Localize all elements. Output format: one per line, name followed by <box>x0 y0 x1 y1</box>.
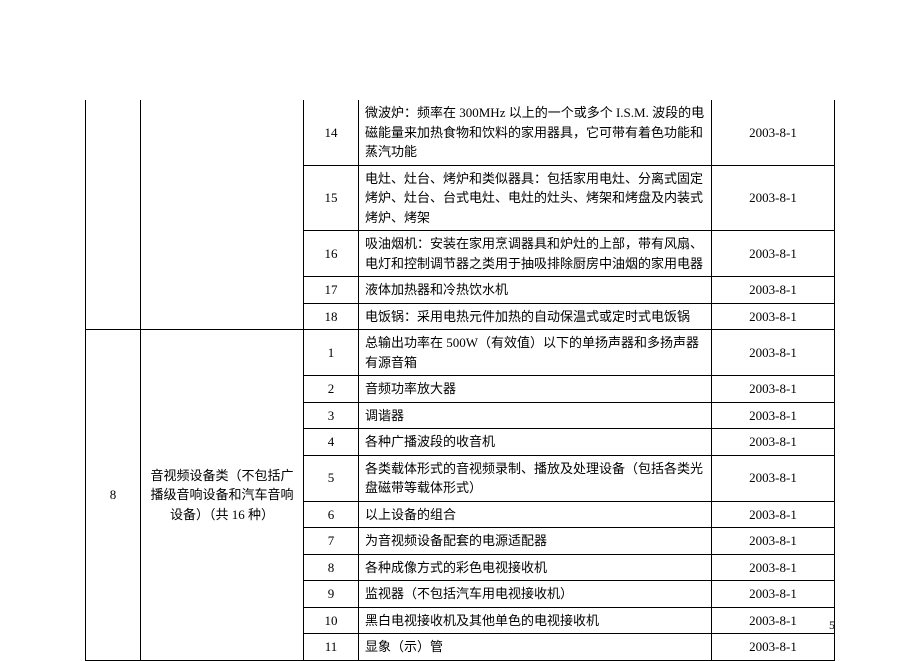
item-desc: 总输出功率在 500W（有效值）以下的单扬声器和多扬声器有源音箱 <box>359 330 712 376</box>
category-index-cell: 8 <box>86 330 141 661</box>
category-name-cell: 音视频设备类（不包括广播级音响设备和汽车音响设备）（共 16 种） <box>141 330 304 661</box>
item-date: 2003-8-1 <box>712 501 835 528</box>
item-desc: 电灶、灶台、烤炉和类似器具：包括家用电灶、分离式固定烤炉、灶台、台式电灶、电灶的… <box>359 165 712 231</box>
item-date: 2003-8-1 <box>712 303 835 330</box>
item-date: 2003-8-1 <box>712 100 835 165</box>
item-index: 18 <box>304 303 359 330</box>
page: 14 微波炉：频率在 300MHz 以上的一个或多个 I.S.M. 波段的电磁能… <box>0 0 920 651</box>
item-desc: 监视器（不包括汽车用电视接收机） <box>359 581 712 608</box>
item-index: 7 <box>304 528 359 555</box>
item-index: 3 <box>304 402 359 429</box>
item-desc: 调谐器 <box>359 402 712 429</box>
item-index: 14 <box>304 100 359 165</box>
item-index: 5 <box>304 455 359 501</box>
item-desc: 以上设备的组合 <box>359 501 712 528</box>
item-index: 17 <box>304 277 359 304</box>
item-index: 2 <box>304 376 359 403</box>
item-index: 11 <box>304 634 359 661</box>
item-date: 2003-8-1 <box>712 165 835 231</box>
page-number: 5 <box>829 618 835 633</box>
item-desc: 为音视频设备配套的电源适配器 <box>359 528 712 555</box>
item-index: 10 <box>304 607 359 634</box>
item-desc: 吸油烟机：安装在家用烹调器具和炉灶的上部，带有风扇、电灯和控制调节器之类用于抽吸… <box>359 231 712 277</box>
item-desc: 黑白电视接收机及其他单色的电视接收机 <box>359 607 712 634</box>
item-index: 6 <box>304 501 359 528</box>
item-index: 8 <box>304 554 359 581</box>
item-desc: 电饭锅：采用电热元件加热的自动保温式或定时式电饭锅 <box>359 303 712 330</box>
table-row: 8 音视频设备类（不包括广播级音响设备和汽车音响设备）（共 16 种） 1 总输… <box>86 330 835 376</box>
item-index: 15 <box>304 165 359 231</box>
item-index: 9 <box>304 581 359 608</box>
item-date: 2003-8-1 <box>712 429 835 456</box>
item-desc: 各种成像方式的彩色电视接收机 <box>359 554 712 581</box>
item-date: 2003-8-1 <box>712 231 835 277</box>
item-date: 2003-8-1 <box>712 554 835 581</box>
item-desc: 显象（示）管 <box>359 634 712 661</box>
item-desc: 各类载体形式的音视频录制、播放及处理设备（包括各类光盘磁带等载体形式） <box>359 455 712 501</box>
item-date: 2003-8-1 <box>712 402 835 429</box>
item-desc: 微波炉：频率在 300MHz 以上的一个或多个 I.S.M. 波段的电磁能量来加… <box>359 100 712 165</box>
category-index-cell <box>86 100 141 330</box>
item-date: 2003-8-1 <box>712 277 835 304</box>
item-date: 2003-8-1 <box>712 607 835 634</box>
item-desc: 液体加热器和冷热饮水机 <box>359 277 712 304</box>
item-date: 2003-8-1 <box>712 330 835 376</box>
item-index: 16 <box>304 231 359 277</box>
item-date: 2003-8-1 <box>712 376 835 403</box>
item-date: 2003-8-1 <box>712 528 835 555</box>
item-desc: 各种广播波段的收音机 <box>359 429 712 456</box>
item-date: 2003-8-1 <box>712 634 835 661</box>
item-index: 1 <box>304 330 359 376</box>
item-index: 4 <box>304 429 359 456</box>
category-name-cell <box>141 100 304 330</box>
item-date: 2003-8-1 <box>712 455 835 501</box>
table-row: 14 微波炉：频率在 300MHz 以上的一个或多个 I.S.M. 波段的电磁能… <box>86 100 835 165</box>
data-table: 14 微波炉：频率在 300MHz 以上的一个或多个 I.S.M. 波段的电磁能… <box>85 100 835 661</box>
item-date: 2003-8-1 <box>712 581 835 608</box>
item-desc: 音频功率放大器 <box>359 376 712 403</box>
